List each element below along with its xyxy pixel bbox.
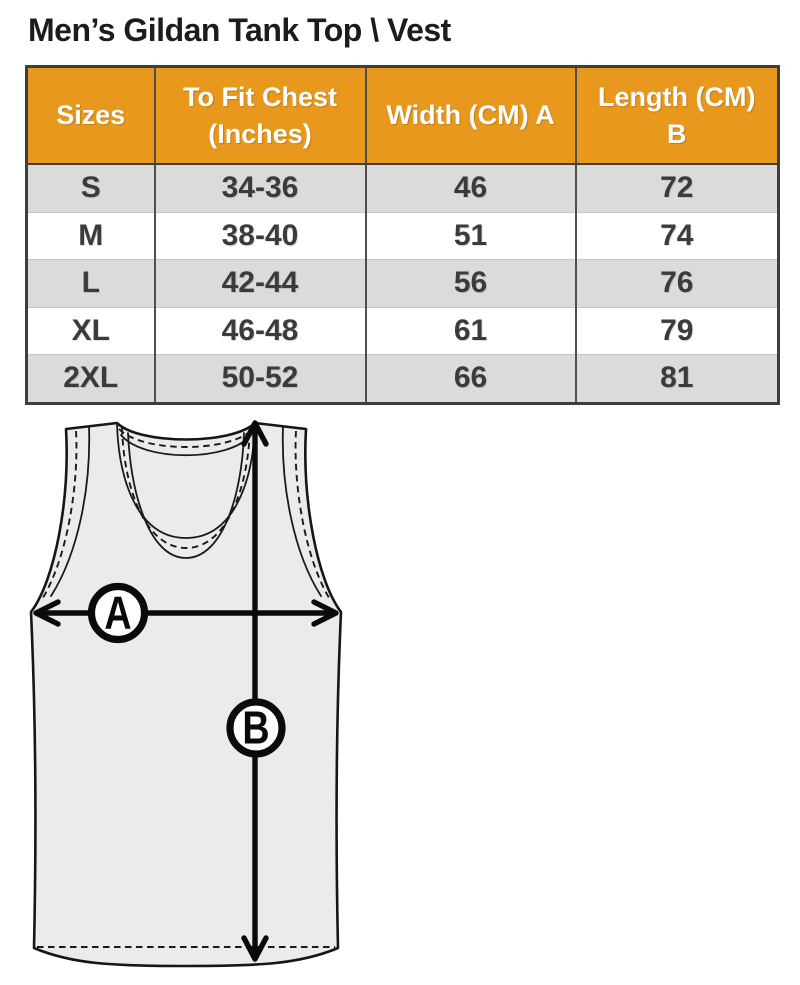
back-neckline-stitch [118, 428, 254, 448]
table-row-l: L 42-44 56 76 [26, 259, 779, 307]
chest-cell: 42-44 [153, 259, 366, 307]
width-cell: 46 [364, 164, 576, 212]
table-row-m: M 38-40 51 74 [26, 211, 779, 260]
size-cell: XL [26, 306, 155, 355]
width-cell: 56 [364, 259, 576, 307]
size-cell: S [26, 164, 155, 212]
table-row-s: S 34-36 46 72 [26, 164, 779, 212]
width-cell: 51 [364, 211, 576, 260]
col-header-chest: To Fit Chest (Inches) [153, 66, 366, 165]
length-cell: 76 [574, 259, 779, 307]
size-chart-table: Sizes To Fit Chest (Inches) Width (CM) A… [25, 65, 780, 405]
tank-top-outline [29, 421, 343, 968]
width-marker-circle [87, 582, 149, 644]
length-arrow-bottom-head [241, 935, 269, 962]
page-title: Men’s Gildan Tank Top \ Vest [28, 12, 451, 48]
width-arrow-left-head [33, 599, 61, 627]
length-marker-circle [226, 698, 286, 758]
front-neck-binding-inner [127, 432, 245, 559]
size-cell: L [26, 259, 155, 307]
col-header-length: Length (CM) B [574, 66, 779, 165]
width-cell: 66 [364, 354, 576, 403]
right-armhole-stitch [294, 430, 332, 602]
width-cell: 61 [364, 306, 576, 355]
chest-cell: 46-48 [153, 306, 366, 355]
length-marker-label: B [242, 702, 269, 753]
length-cell: 81 [574, 354, 779, 403]
chest-cell: 50-52 [153, 354, 366, 403]
width-arrow-right-head [311, 599, 339, 627]
left-armhole-stitch [40, 430, 78, 602]
length-cell: 74 [574, 211, 779, 260]
left-armhole-binding-inner [50, 426, 91, 597]
size-cell: M [26, 211, 155, 260]
chest-cell: 34-36 [153, 164, 366, 212]
col-header-width: Width (CM) A [364, 66, 576, 165]
table-row-xl: XL 46-48 61 79 [26, 306, 779, 355]
length-cell: 79 [574, 306, 779, 355]
front-neckline-edge [116, 423, 256, 539]
chest-cell: 38-40 [153, 211, 366, 260]
table-header-row: Sizes To Fit Chest (Inches) Width (CM) A… [26, 66, 779, 165]
length-cell: 72 [574, 164, 779, 212]
table-row-2xl: 2XL 50-52 66 81 [26, 354, 779, 403]
tank-top-diagram: A B [29, 420, 343, 968]
size-cell: 2XL [26, 354, 155, 403]
col-header-sizes: Sizes [26, 66, 155, 165]
front-neckline-stitch [121, 427, 251, 549]
length-arrow-top-head [241, 420, 269, 447]
back-neck-binding-inner [120, 434, 252, 457]
right-armhole-binding-inner [281, 426, 322, 597]
width-marker-label: A [104, 587, 131, 638]
